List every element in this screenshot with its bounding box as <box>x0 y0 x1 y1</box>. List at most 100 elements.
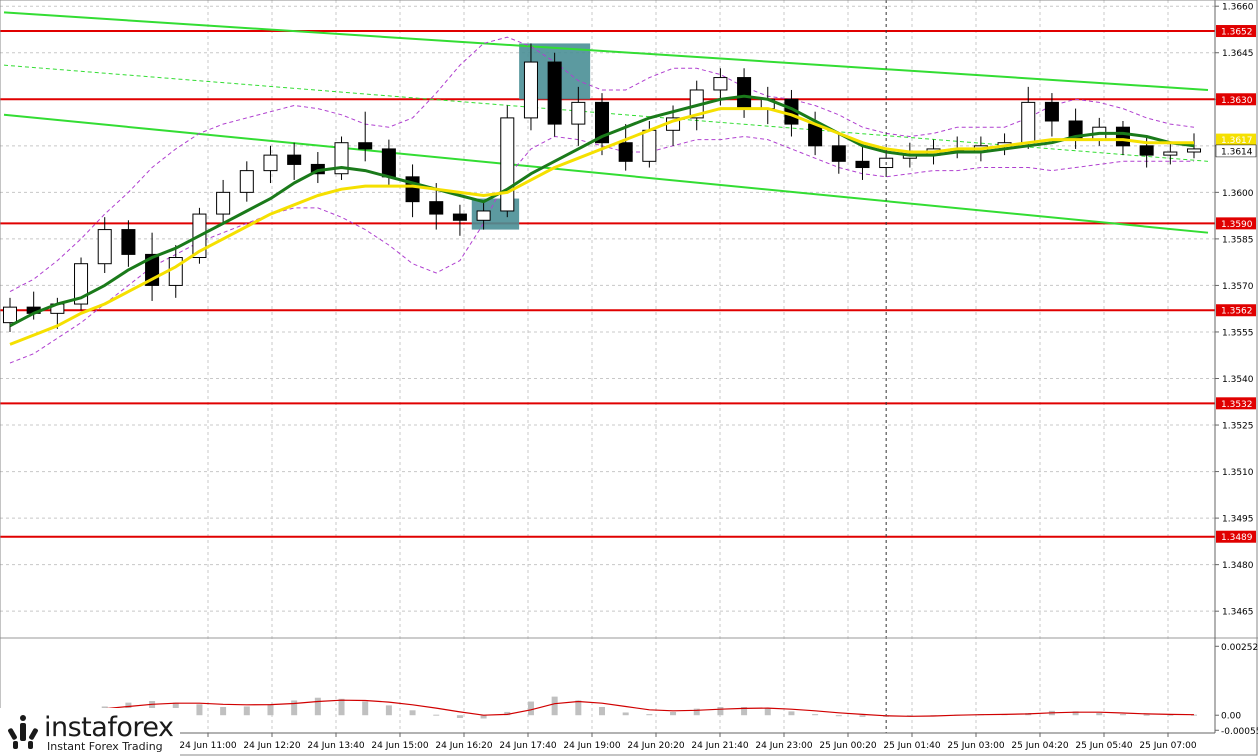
price-tick-label: 1.3510 <box>1222 468 1254 478</box>
current-price-tag <box>1216 133 1256 146</box>
histogram-bar <box>622 712 629 716</box>
candle-body <box>74 263 89 305</box>
time-tick-label: 25 Jun 07:00 <box>1139 741 1196 751</box>
candle-body <box>1163 151 1178 156</box>
time-tick-label: 24 Jun 12:20 <box>243 741 300 751</box>
time-tick-label: 24 Jun 23:00 <box>755 741 812 751</box>
candle-body <box>594 101 610 144</box>
candle-body <box>263 154 278 172</box>
level-price-label: 1.3652 <box>1221 28 1253 38</box>
candle-body <box>381 148 396 178</box>
histogram-bar <box>385 705 392 716</box>
histogram-bar <box>362 701 369 716</box>
candle-body <box>334 142 349 175</box>
candle-body <box>452 213 467 221</box>
level-price-label: 1.3590 <box>1221 220 1253 230</box>
histogram-bar <box>409 710 416 716</box>
candle-body <box>642 129 657 162</box>
price-tick-label: 1.3540 <box>1222 375 1254 385</box>
candle-body <box>547 61 562 125</box>
candle-body <box>358 142 373 150</box>
histogram-bar <box>1096 713 1103 716</box>
current-price-label: 1.3617 <box>1221 136 1253 146</box>
candle-body <box>168 257 183 286</box>
candle-body <box>831 145 846 162</box>
price-tick-label: 1.3600 <box>1222 189 1254 199</box>
time-tick-label: 25 Jun 04:20 <box>1011 741 1068 751</box>
moving-averages <box>9 94 1195 346</box>
candle-body <box>476 210 491 221</box>
histogram-bar <box>243 706 250 716</box>
candle-body <box>855 160 870 169</box>
price-tick-label: 1.3660 <box>1222 3 1254 13</box>
candle-body <box>737 77 752 110</box>
candle-body <box>97 229 112 265</box>
candle-body <box>1021 101 1036 144</box>
channel-line <box>3 113 1209 234</box>
histogram-bar <box>220 707 227 716</box>
instaforex-logo: instaforex Instant Forex Trading <box>0 708 180 756</box>
level-price-tag <box>1216 397 1256 410</box>
price-tick-label: 1.3495 <box>1222 515 1254 525</box>
candle-body <box>239 170 254 193</box>
candle-body <box>1186 148 1202 153</box>
time-tick-label: 24 Jun 21:40 <box>691 741 748 751</box>
time-tick-label: 25 Jun 01:40 <box>883 741 940 751</box>
histogram-bar <box>314 697 321 716</box>
time-axis-labels: 24 Jun 11:00 24 Jun 12:20 24 Jun 13:40 24 J… <box>179 733 1197 751</box>
brand-tagline: Instant Forex Trading <box>47 740 163 753</box>
candle-body <box>216 191 231 215</box>
price-tick-label: 1.3480 <box>1222 561 1254 571</box>
current-price-tag <box>1215 144 1257 158</box>
histogram-bar <box>527 701 534 716</box>
osc-tick-label: 0.00 <box>1221 712 1241 722</box>
histogram-bar <box>788 711 795 716</box>
candle-body <box>618 142 633 162</box>
candle-body <box>121 229 136 255</box>
candle-body <box>2 306 18 324</box>
channel-line <box>3 11 1209 91</box>
oscillator-pane <box>0 637 1258 719</box>
histogram-bar <box>504 711 511 716</box>
histogram-bar <box>196 704 203 716</box>
level-price-label: 1.3489 <box>1221 533 1253 543</box>
brand-name: instaforex <box>44 712 174 743</box>
histogram-bar <box>835 715 842 717</box>
envelope-line <box>9 36 1195 293</box>
histogram-bar <box>551 696 558 716</box>
osc-tick-label: 0.00252 <box>1221 643 1258 653</box>
candle-body <box>1044 101 1059 122</box>
time-tick-label: 24 Jun 17:40 <box>499 741 556 751</box>
moving-average-line <box>9 94 1195 328</box>
time-tick-label: 25 Jun 00:20 <box>819 741 876 751</box>
level-price-tag <box>1216 530 1256 543</box>
chart-grid <box>0 0 1215 733</box>
level-price-label: 1.3532 <box>1221 400 1253 410</box>
price-tick-label: 1.3555 <box>1222 328 1254 338</box>
histogram-bar <box>741 707 748 716</box>
logo-mark-icon <box>8 715 38 749</box>
price-tick-label: 1.3645 <box>1222 49 1254 59</box>
time-tick-label: 24 Jun 11:00 <box>179 741 236 751</box>
histogram-bar <box>812 714 819 716</box>
time-tick-label: 24 Jun 19:00 <box>563 741 620 751</box>
histogram-bar <box>456 715 463 718</box>
time-tick-label: 24 Jun 20:20 <box>627 741 684 751</box>
candle-body <box>500 117 515 212</box>
osc-tick-label: -0.00055 <box>1221 727 1258 737</box>
level-price-tag <box>1216 93 1256 106</box>
histogram-bar <box>1072 711 1079 716</box>
price-tick-label: 1.3585 <box>1222 235 1254 245</box>
histogram-bar <box>338 698 345 716</box>
level-price-tag <box>1216 217 1256 230</box>
histogram-bar <box>764 708 771 716</box>
candle-body <box>429 201 444 215</box>
histogram-bar <box>291 700 298 716</box>
price-tick-label: 1.3465 <box>1222 608 1254 618</box>
time-tick-label: 25 Jun 03:00 <box>947 741 1004 751</box>
candle-body <box>1139 145 1154 156</box>
histogram-bar <box>433 714 440 716</box>
histogram-bar <box>1191 714 1197 716</box>
price-axis-labels: 1.36601.36451.36301.36151.36001.35851.35… <box>1215 3 1258 737</box>
